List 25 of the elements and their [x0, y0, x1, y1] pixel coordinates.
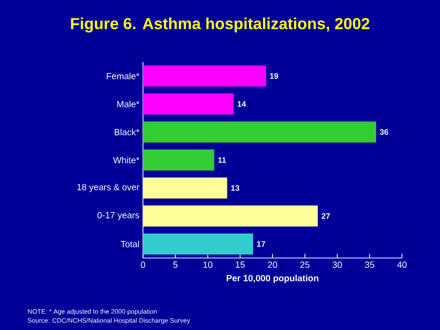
bar — [143, 150, 214, 171]
bar — [143, 234, 254, 255]
x-axis-title: Per 10,000 population — [226, 274, 318, 284]
y-tick-label: Male* — [117, 100, 140, 108]
y-tick-label: Total — [120, 240, 139, 248]
y-tick-label: Female* — [106, 72, 140, 80]
x-tick-label: 5 — [173, 262, 178, 268]
bar — [143, 66, 266, 87]
x-tick-label: 20 — [268, 262, 278, 268]
x-tick-label: 10 — [203, 262, 212, 268]
chart-title: Figure 6. Asthma hospitalizations, 2002 — [71, 18, 370, 32]
x-tick-label: 0 — [140, 262, 146, 268]
bar — [143, 94, 234, 115]
x-tick-label: 15 — [236, 262, 245, 268]
y-tick-label: Black* — [114, 128, 140, 136]
bar — [143, 206, 318, 227]
x-tick-label: 30 — [332, 262, 342, 268]
x-tick-label: 25 — [300, 262, 310, 268]
bar — [143, 122, 376, 143]
x-tick-label: 40 — [397, 262, 407, 268]
bar — [143, 178, 228, 199]
x-tick-label: 35 — [364, 262, 374, 268]
y-tick-label: 0-17 years — [97, 212, 140, 220]
y-tick-label: 18 years & over — [77, 184, 140, 192]
y-tick-label: White* — [113, 156, 140, 164]
